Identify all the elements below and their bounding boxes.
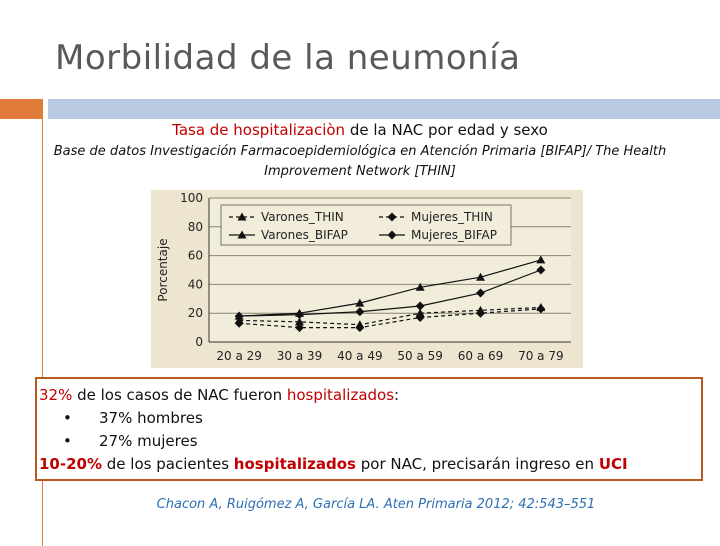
data-point-mujeres-bifap [295, 310, 304, 320]
data-point-mujeres-thin [476, 308, 485, 318]
data-point-varones-bifap [415, 282, 425, 291]
data-point-varones-bifap [355, 298, 365, 307]
series-line-mujeres-bifap [239, 269, 542, 317]
data-point-varones-thin [415, 308, 425, 317]
data-point-varones-thin [295, 317, 304, 326]
legend-label: Varones_BIFAP [261, 228, 348, 242]
finding-uci: UCI [598, 455, 628, 473]
finding-mid-4: por NAC, precisarán ingreso en [356, 455, 599, 473]
finding-highlight-4: hospitalizados [233, 455, 356, 473]
y-tick-label: 60 [188, 249, 203, 263]
key-findings-box: 32% de los casos de NAC fueron hospitali… [35, 377, 703, 481]
bullet-icon: • [63, 409, 72, 427]
series-line-mujeres-thin [239, 308, 541, 329]
legend-box [220, 204, 512, 246]
y-axis-label: Porcentaje [156, 238, 170, 301]
accent-bar-blue [48, 99, 720, 119]
x-tick-label: 30 a 39 [277, 349, 323, 363]
data-source-line: Base de datos Investigación Farmacoepide… [53, 144, 667, 179]
y-tick-label: 0 [195, 335, 203, 349]
chart-subtitle: Tasa de hospitalizaciòn de la NAC por ed… [0, 121, 720, 139]
series-line-varones-thin [239, 306, 541, 326]
finding-pct-1: 32% [39, 386, 73, 404]
legend-label: Mujeres_THIN [411, 210, 493, 224]
y-tick-label: 80 [188, 220, 203, 234]
data-point-mujeres-thin [536, 304, 546, 314]
legend-marker [237, 230, 247, 239]
y-tick-label: 100 [180, 191, 203, 205]
finding-line-4: 10-20% de los pacientes hospitalizados p… [39, 453, 701, 476]
data-point-mujeres-thin [295, 323, 304, 333]
subtitle-highlight: Tasa de hospitalizaciòn [172, 121, 346, 139]
subtitle-rest: de la NAC por edad y sexo [345, 121, 548, 139]
citation: Chacon A, Ruigómez A, García LA. Aten Pr… [156, 497, 596, 512]
finding-text-1: de los casos de NAC fueron [72, 386, 287, 404]
legend-label: Varones_THIN [261, 210, 344, 224]
bullet-item: • 37% hombres [39, 407, 701, 430]
data-point-mujeres-bifap [476, 288, 485, 298]
data-point-varones-bifap [536, 255, 546, 264]
finding-text-4: de los pacientes [102, 455, 234, 473]
legend-label: Mujeres_BIFAP [411, 228, 497, 242]
accent-bar-orange [0, 99, 42, 119]
series-line-varones-bifap [239, 259, 541, 317]
bullet-text-men: 37% hombres [99, 409, 203, 427]
finding-highlight-1: hospitalizados [286, 386, 395, 404]
chart-svg: 0 20 40 60 80 100 20 a 29 30 a 39 40 a 49 50 a 59… [156, 191, 571, 363]
bullet-text-women: 27% mujeres [99, 432, 198, 450]
bullet-icon: • [63, 432, 72, 450]
hospitalization-chart: 0 20 40 60 80 100 20 a 29 30 a 39 40 a 49 50 a 59… [151, 190, 583, 368]
slide-title: Morbilidad de la neumonía [55, 38, 521, 78]
finding-end-1: : [394, 386, 400, 404]
y-tick-label: 40 [188, 277, 203, 291]
legend-marker [387, 212, 397, 222]
data-point-mujeres-bifap [355, 307, 365, 317]
finding-line-1: 32% de los casos de NAC fueron hospitali… [39, 384, 701, 407]
x-tick-label: 70 a 79 [518, 349, 564, 363]
data-point-mujeres-thin [355, 323, 365, 333]
accent-divider-line [42, 99, 43, 546]
data-point-mujeres-bifap [234, 311, 244, 321]
data-point-varones-bifap [476, 272, 485, 281]
legend-marker [387, 230, 397, 240]
data-point-mujeres-bifap [415, 301, 425, 311]
data-point-mujeres-thin [234, 318, 244, 328]
finding-pct-4: 10-20% [39, 455, 103, 473]
legend-marker [237, 212, 247, 221]
x-tick-label: 40 a 49 [337, 349, 383, 363]
x-tick-label: 20 a 29 [216, 349, 262, 363]
y-tick-label: 20 [188, 306, 203, 320]
bullet-item: • 27% mujeres [39, 430, 701, 453]
x-tick-label: 50 a 59 [397, 349, 443, 363]
data-point-mujeres-bifap [536, 265, 546, 275]
x-tick-label: 60 a 69 [458, 349, 504, 363]
